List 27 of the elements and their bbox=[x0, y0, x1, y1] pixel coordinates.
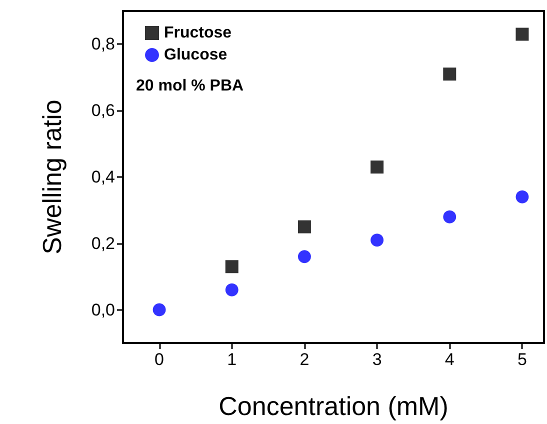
x-tick-label: 3 bbox=[372, 350, 382, 369]
point bbox=[298, 220, 311, 234]
y-tick-label: 0,2 bbox=[91, 234, 115, 253]
point bbox=[516, 190, 529, 204]
point bbox=[152, 303, 166, 316]
x-tick-label: 2 bbox=[300, 350, 310, 369]
x-tick-label: 4 bbox=[444, 350, 454, 369]
x-axis-title: Concentration (mM) bbox=[218, 391, 448, 421]
point bbox=[298, 250, 311, 264]
point bbox=[443, 210, 456, 224]
point bbox=[443, 68, 456, 81]
y-tick-label: 0,4 bbox=[91, 168, 115, 186]
point bbox=[225, 260, 238, 274]
annotation: 20 mol % PBA bbox=[136, 78, 244, 94]
legend-label: Glucose bbox=[164, 46, 228, 64]
x-tick-label: 5 bbox=[517, 350, 527, 369]
y-tick-label: 0,8 bbox=[91, 34, 115, 54]
x-tick-label: 0 bbox=[154, 350, 164, 369]
point bbox=[370, 160, 384, 174]
y-axis-title: Swelling ratio bbox=[37, 100, 67, 254]
legend-label: Fructose bbox=[164, 24, 232, 42]
point bbox=[370, 234, 384, 247]
y-tick-label: 0,6 bbox=[91, 101, 115, 120]
y-tick-label: 0,0 bbox=[91, 300, 115, 320]
point bbox=[516, 28, 529, 41]
point bbox=[225, 283, 238, 296]
x-tick-label: 1 bbox=[227, 350, 237, 369]
